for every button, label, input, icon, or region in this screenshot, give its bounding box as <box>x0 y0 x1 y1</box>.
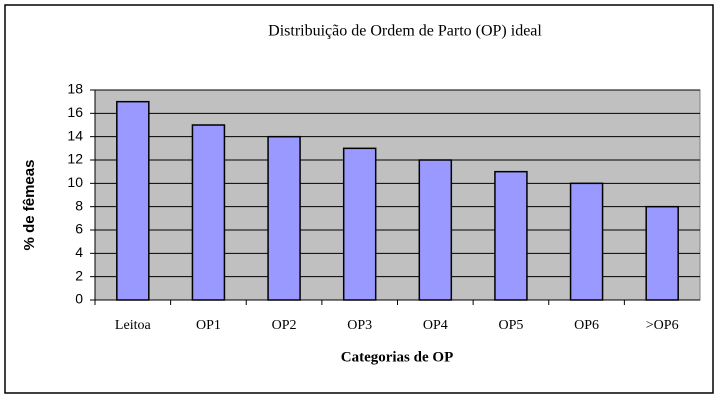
x-tick-label: >OP6 <box>646 318 679 333</box>
y-tick-label: 10 <box>67 174 83 190</box>
bar <box>267 135 301 301</box>
y-axis-title: % de fêmeas <box>21 160 38 251</box>
y-tick-label: 14 <box>67 127 83 143</box>
bar <box>645 205 679 301</box>
x-axis-title: Categorias de OP <box>341 349 453 365</box>
bar <box>494 170 528 301</box>
x-tick-label: OP4 <box>423 318 448 333</box>
y-tick-label: 0 <box>75 291 83 307</box>
y-tick-label: 16 <box>67 104 83 120</box>
plot-area <box>94 89 701 301</box>
bar <box>569 182 604 301</box>
y-tick-label: 18 <box>67 81 83 97</box>
y-tick-label: 8 <box>75 197 83 213</box>
x-tick-label: OP6 <box>574 318 599 333</box>
y-tick-label: 12 <box>67 151 83 167</box>
x-tick-label: OP3 <box>347 318 372 333</box>
x-tick-label: OP1 <box>196 318 221 333</box>
x-tick-label: Leitoa <box>115 318 152 333</box>
x-tick-label: OP5 <box>498 318 523 333</box>
x-tick-label: OP2 <box>272 318 297 333</box>
y-tick-label: 6 <box>75 221 83 237</box>
bar <box>191 124 226 301</box>
y-tick-label: 2 <box>75 267 83 283</box>
bar <box>342 147 377 301</box>
chart-title: Distribuição de Ordem de Parto (OP) idea… <box>268 23 542 40</box>
bar <box>116 100 150 301</box>
y-tick-label: 4 <box>75 244 83 260</box>
bar <box>418 159 453 301</box>
